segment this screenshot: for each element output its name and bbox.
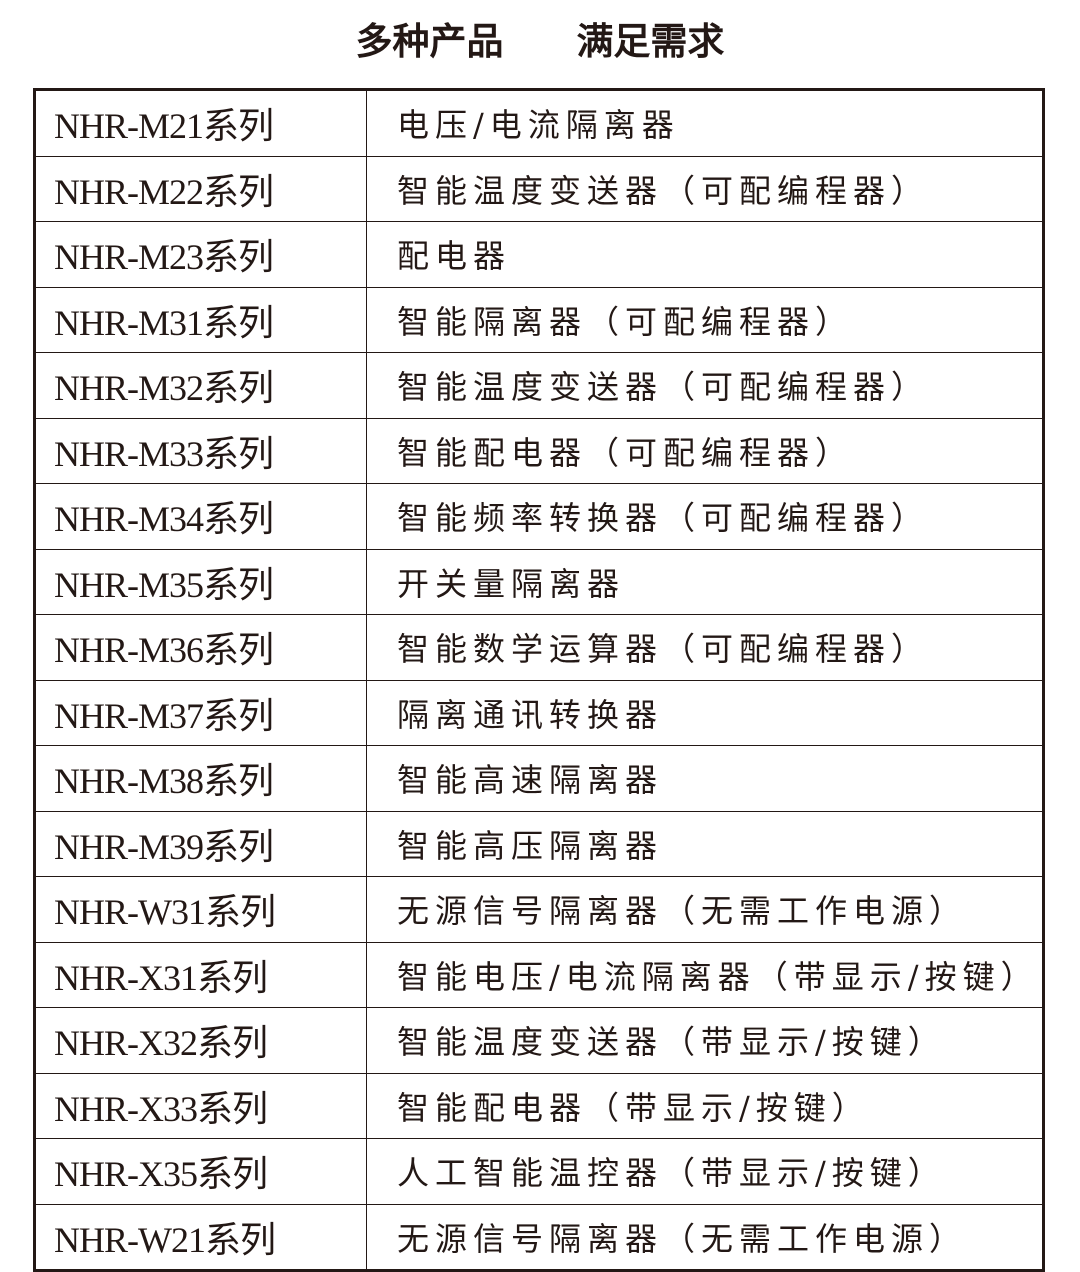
table-row: NHR-M37系列 隔离通讯转换器 [34,679,1044,746]
table-row: NHR-M39系列 智能高压隔离器 [34,810,1044,877]
series-description: 智能配电器（可配编程器） [366,417,1044,484]
series-code: NHR-W21系列 [34,1203,367,1271]
series-code: NHR-M34系列 [34,483,367,550]
table-row: NHR-X32系列 智能温度变送器（带显示/按键） [34,1007,1044,1074]
series-description: 人工智能温控器（带显示/按键） [366,1138,1044,1205]
product-table: NHR-M21系列 电压/电流隔离器 NHR-M22系列 智能温度变送器（可配编程器）… [33,88,1045,1272]
series-code: NHR-X32系列 [34,1007,367,1074]
title-left: 多种产品 [355,20,504,63]
table-row: NHR-M36系列 智能数学运算器（可配编程器） [34,614,1044,681]
series-code: NHR-M31系列 [34,286,367,353]
series-description: 智能高速隔离器 [366,745,1044,812]
series-description: 开关量隔离器 [366,548,1044,615]
series-description: 隔离通讯转换器 [366,679,1044,746]
table-row: NHR-X31系列 智能电压/电流隔离器（带显示/按键） [34,941,1044,1008]
series-code: NHR-W31系列 [34,876,367,943]
series-description: 电压/电流隔离器 [366,89,1044,157]
series-code: NHR-M21系列 [34,89,367,157]
series-description: 智能温度变送器（可配编程器） [366,155,1044,222]
page-title: 多种产品 满足需求 [0,14,1080,70]
table-row: NHR-W21系列 无源信号隔离器（无需工作电源） [34,1203,1044,1271]
series-code: NHR-M22系列 [34,155,367,222]
series-description: 智能隔离器（可配编程器） [366,286,1044,353]
series-code: NHR-M32系列 [34,352,367,419]
table-row: NHR-M31系列 智能隔离器（可配编程器） [34,286,1044,353]
series-description: 智能配电器（带显示/按键） [366,1072,1044,1139]
series-description: 智能频率转换器（可配编程器） [366,483,1044,550]
table-row: NHR-M34系列 智能频率转换器（可配编程器） [34,483,1044,550]
series-code: NHR-M33系列 [34,417,367,484]
series-code: NHR-X31系列 [34,941,367,1008]
table-row: NHR-M33系列 智能配电器（可配编程器） [34,417,1044,484]
table-row: NHR-M22系列 智能温度变送器（可配编程器） [34,155,1044,222]
series-code: NHR-X35系列 [34,1138,367,1205]
table-row: NHR-M32系列 智能温度变送器（可配编程器） [34,352,1044,419]
series-description: 无源信号隔离器（无需工作电源） [366,1203,1044,1271]
table-row: NHR-M35系列 开关量隔离器 [34,548,1044,615]
series-description: 无源信号隔离器（无需工作电源） [366,876,1044,943]
table-row: NHR-M23系列 配电器 [34,221,1044,288]
series-code: NHR-M36系列 [34,614,367,681]
series-description: 配电器 [366,221,1044,288]
series-code: NHR-M37系列 [34,679,367,746]
series-code: NHR-X33系列 [34,1072,367,1139]
series-code: NHR-M38系列 [34,745,367,812]
series-description: 智能数学运算器（可配编程器） [366,614,1044,681]
series-code: NHR-M35系列 [34,548,367,615]
table-row: NHR-X33系列 智能配电器（带显示/按键） [34,1072,1044,1139]
table-row: NHR-W31系列 无源信号隔离器（无需工作电源） [34,876,1044,943]
series-description: 智能电压/电流隔离器（带显示/按键） [366,941,1044,1008]
series-code: NHR-M23系列 [34,221,367,288]
table-row: NHR-X35系列 人工智能温控器（带显示/按键） [34,1138,1044,1205]
table-row: NHR-M38系列 智能高速隔离器 [34,745,1044,812]
series-description: 智能温度变送器（可配编程器） [366,352,1044,419]
series-code: NHR-M39系列 [34,810,367,877]
title-right: 满足需求 [576,20,725,63]
table-row: NHR-M21系列 电压/电流隔离器 [34,89,1044,157]
series-description: 智能高压隔离器 [366,810,1044,877]
series-description: 智能温度变送器（带显示/按键） [366,1007,1044,1074]
